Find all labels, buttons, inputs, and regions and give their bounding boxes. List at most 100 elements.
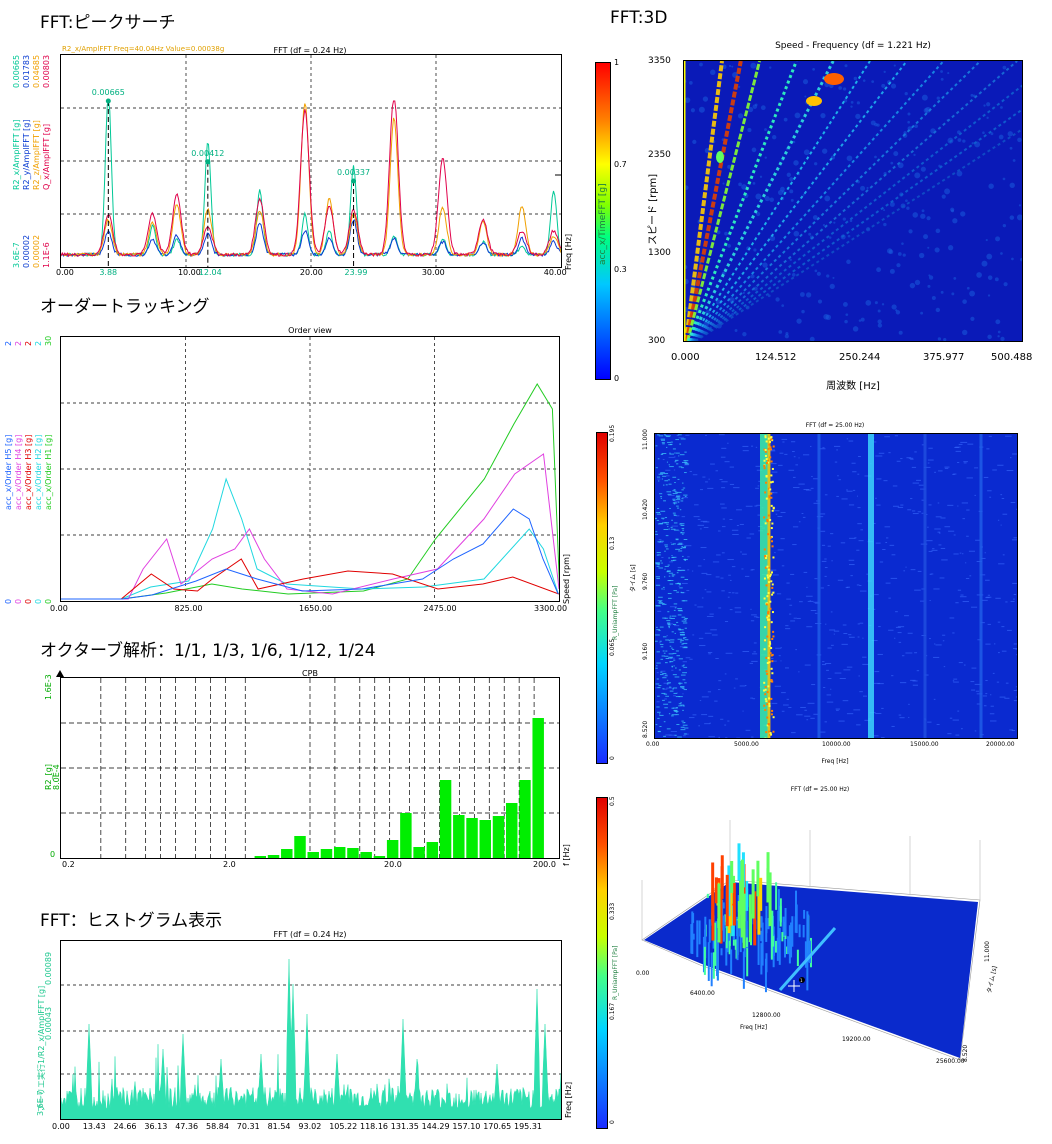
spec-noise-dash <box>788 706 792 708</box>
wf-spike <box>725 941 728 966</box>
spec-noise-dash <box>680 640 684 642</box>
spec-noise-dash <box>670 618 675 620</box>
map-noise-dot <box>846 155 853 162</box>
spec-noise-dash <box>719 503 725 505</box>
spec-noise-dash <box>825 623 827 625</box>
octave-plot-area[interactable] <box>60 677 560 859</box>
spec-noise-dash <box>859 585 862 587</box>
spec-noise-dash <box>745 505 753 507</box>
map-noise-dot <box>1000 106 1003 109</box>
map-plot-area[interactable] <box>683 60 1023 342</box>
map-noise-dot <box>898 330 903 335</box>
spec-noise-dash <box>656 672 659 674</box>
spec-hot-dot <box>769 732 772 735</box>
spec-noise-dash <box>679 509 682 511</box>
spec-noise-dash <box>897 506 904 508</box>
spec-noise-dash <box>663 588 665 590</box>
wf-marker-dot <box>799 977 805 983</box>
peak-axis-name-1: R2_y/AmplFFT [g] <box>22 119 31 190</box>
spec-noise-dash <box>681 620 686 622</box>
spec-band <box>760 434 770 738</box>
map-cbar-tick: 0.7 <box>614 160 627 169</box>
spec-noise-dash <box>961 502 969 504</box>
octave-bar <box>519 780 531 858</box>
map-noise-dot <box>702 96 709 102</box>
spec-noise-dash <box>675 499 681 501</box>
spec-noise-dash <box>692 634 695 636</box>
wf-peak <box>753 891 757 946</box>
spec-noise-dash <box>933 656 940 658</box>
spec-noise-dash <box>673 529 679 531</box>
peak-series-line <box>61 100 561 258</box>
spec-chart-title: FFT (df = 25.00 Hz) <box>805 422 865 429</box>
spec-noise-dash <box>728 574 731 576</box>
spec-noise-dash <box>875 497 877 499</box>
spec-noise-dash <box>986 448 990 450</box>
spec-noise-dash <box>866 573 868 575</box>
spec-noise-dash <box>656 552 661 554</box>
spec-noise-dash <box>673 514 677 516</box>
spec-noise-dash <box>684 727 689 729</box>
map-noise-dot <box>753 248 757 252</box>
wf-spike <box>784 908 787 936</box>
wf-spike <box>714 922 717 966</box>
spec-noise-dash <box>706 574 712 576</box>
order-x-tick: 3300.00 <box>534 604 568 613</box>
spec-noise-dash <box>875 455 883 457</box>
hist-x-tick: 58.84 <box>206 1122 229 1131</box>
spec-noise-dash <box>806 626 813 628</box>
spec-plot-area[interactable] <box>654 433 1018 739</box>
order-plot-area[interactable] <box>60 336 560 602</box>
spec-noise-dash <box>864 719 871 721</box>
spec-noise-dash <box>679 629 684 631</box>
wf-spike <box>760 943 763 975</box>
spec-hot-dot <box>770 474 773 477</box>
map-noise-dot <box>803 149 810 156</box>
spec-hot-dot <box>768 567 771 570</box>
spec-noise-dash <box>679 584 682 586</box>
spec-noise-dash <box>935 644 942 646</box>
spec-noise-dash <box>824 575 827 577</box>
wf-peak <box>768 872 772 927</box>
map-noise-dot <box>927 246 930 249</box>
map-noise-dot <box>877 319 882 324</box>
spec-noise-dash <box>843 632 848 634</box>
order-axis-bottom-1: 0 <box>14 598 23 604</box>
wf-peak <box>739 860 743 915</box>
spec-noise-dash <box>735 678 738 680</box>
spec-noise-dash <box>957 589 962 591</box>
map-noise-dot <box>966 286 970 290</box>
spec-hot-dot <box>772 506 775 509</box>
spec-noise-dash <box>848 636 855 638</box>
spec-noise-dash <box>702 521 710 523</box>
wf-spike <box>788 925 791 964</box>
octave-bar <box>333 847 346 858</box>
spec-noise-dash <box>655 445 658 447</box>
spec-noise-dash <box>683 460 689 462</box>
spec-noise-dash <box>721 481 728 483</box>
map-noise-dot <box>816 271 821 276</box>
spec-noise-dash <box>803 489 810 491</box>
spec-noise-dash <box>667 623 671 625</box>
spec-noise-dash <box>827 584 830 586</box>
spec-noise-dash <box>675 538 679 540</box>
wf-plot-area[interactable]: 1 <box>630 800 1050 1100</box>
map-noise-dot <box>1002 224 1007 228</box>
map-y-tick: 3350 <box>648 56 671 66</box>
spec-noise-dash <box>807 702 815 704</box>
peak-plot-area[interactable]: 0.00665 0.00412 0.00337 <box>60 54 562 268</box>
spec-noise-dash <box>705 481 708 483</box>
spec-noise-dash <box>989 713 995 715</box>
map-noise-dot <box>801 309 805 314</box>
section-title-3d: FFT:3D <box>610 8 668 28</box>
spec-noise-dash <box>674 459 679 461</box>
spec-hot-dot <box>771 467 774 470</box>
map-y-tick: 300 <box>648 336 666 346</box>
map-x-axis-label: 周波数 [Hz] <box>826 381 880 392</box>
hist-plot-area[interactable] <box>60 940 562 1120</box>
spec-noise-dash <box>691 570 694 572</box>
spec-noise-dash <box>681 546 683 548</box>
spec-noise-dash <box>947 733 952 735</box>
spec-noise-dash <box>732 534 739 536</box>
spec-noise-dash <box>712 561 720 563</box>
